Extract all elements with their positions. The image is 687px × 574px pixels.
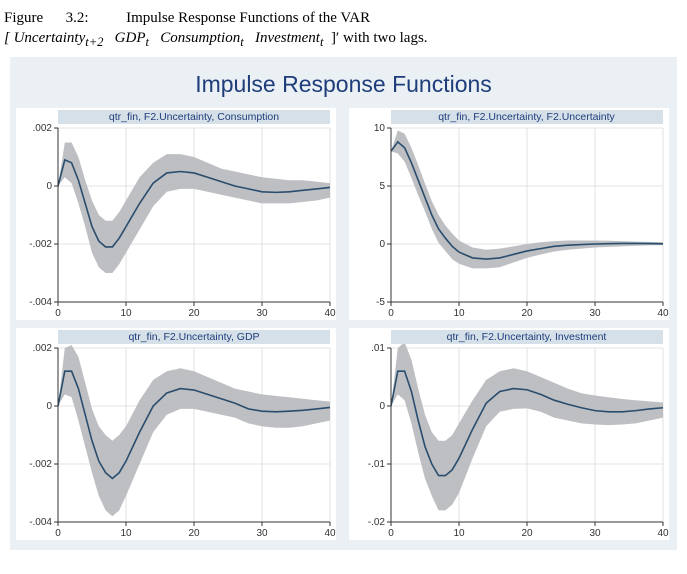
svg-text:40: 40	[657, 308, 669, 319]
svg-text:10: 10	[120, 308, 132, 319]
panel-title: qtr_fin, F2.Uncertainty, Investment	[391, 330, 663, 344]
caption-lead: Impulse Response Functions of the VAR	[126, 10, 370, 26]
svg-text:0: 0	[379, 401, 385, 412]
panel-grid: -.004 -.002 0 .002 0 10 20 30 40 qtr_fin, F2.Unce…	[16, 108, 671, 540]
caption-fig-label: Figure	[4, 10, 43, 26]
svg-text:0: 0	[379, 239, 385, 250]
svg-text:-.002: -.002	[29, 459, 52, 470]
svg-text:.002: .002	[33, 343, 53, 354]
svg-text:0: 0	[388, 528, 394, 539]
svg-text:30: 30	[589, 308, 601, 319]
svg-text:-.004: -.004	[29, 297, 52, 308]
svg-text:40: 40	[324, 308, 336, 319]
caption-fig-num: 3.2:	[66, 10, 89, 26]
panel-title: qtr_fin, F2.Uncertainty, F2.Uncertainty	[391, 110, 663, 124]
svg-text:30: 30	[256, 528, 268, 539]
svg-text:20: 20	[188, 528, 200, 539]
svg-text:30: 30	[589, 528, 601, 539]
figure-caption: Figure 3.2: Impulse Response Functions o…	[0, 0, 687, 57]
svg-text:30: 30	[256, 308, 268, 319]
svg-text:-.002: -.002	[29, 239, 52, 250]
svg-text:.002: .002	[33, 123, 53, 134]
svg-text:20: 20	[521, 308, 533, 319]
svg-text:0: 0	[388, 308, 394, 319]
svg-text:5: 5	[379, 181, 385, 192]
svg-text:10: 10	[453, 308, 465, 319]
svg-text:10: 10	[373, 123, 385, 134]
svg-text:0: 0	[55, 528, 61, 539]
panel-consumption: -.004 -.002 0 .002 0 10 20 30 40 qtr_fin, F2.Unce…	[16, 108, 336, 320]
svg-text:-.02: -.02	[367, 517, 385, 528]
svg-text:40: 40	[657, 528, 669, 539]
svg-text:10: 10	[453, 528, 465, 539]
panel-title: qtr_fin, F2.Uncertainty, GDP	[58, 330, 330, 344]
panel-uncertainty: -50510010203040qtr_fin, F2.Uncertainty, …	[349, 108, 669, 320]
panel-title: qtr_fin, F2.Uncertainty, Consumption	[58, 110, 330, 124]
svg-text:.01: .01	[371, 343, 385, 354]
svg-text:20: 20	[521, 528, 533, 539]
panel-gdp: -.004 -.002 0 .002 0 10 20 30 40 qtr_fin, F2.Unce…	[16, 328, 336, 540]
panel-investment: -.02 -.01 0 .01 0 10 20 30 40 qtr_fin, F2.Uncerta…	[349, 328, 669, 540]
svg-text:40: 40	[324, 528, 336, 539]
svg-text:20: 20	[188, 308, 200, 319]
svg-text:0: 0	[46, 181, 52, 192]
svg-text:0: 0	[55, 308, 61, 319]
svg-text:-5: -5	[376, 297, 385, 308]
svg-text:-.004: -.004	[29, 517, 52, 528]
svg-text:0: 0	[46, 401, 52, 412]
main-title: Impulse Response Functions	[16, 65, 671, 108]
svg-text:10: 10	[120, 528, 132, 539]
figure-area: Impulse Response Functions -.004 -.002 0 .0…	[10, 57, 677, 550]
svg-text:-.01: -.01	[367, 459, 385, 470]
